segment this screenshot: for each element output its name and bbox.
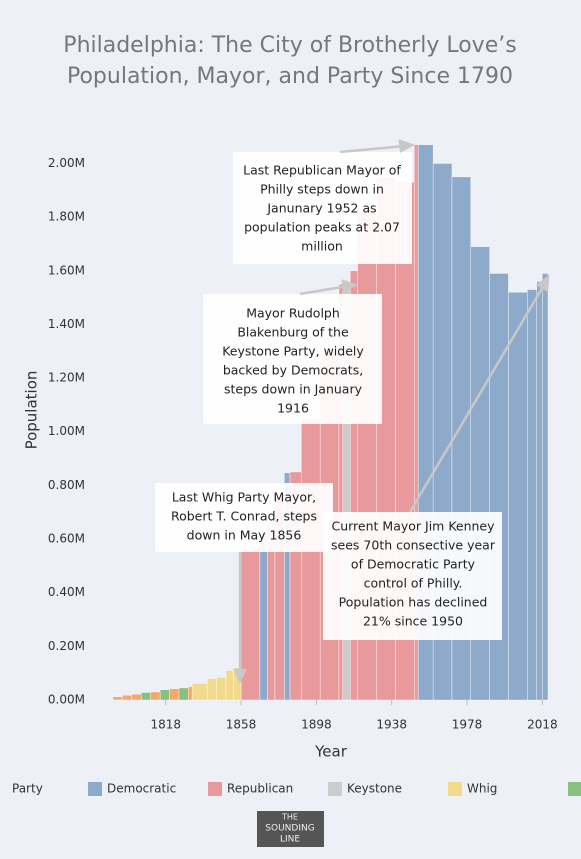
- legend-label: Keystone: [347, 782, 402, 796]
- y-tick-label: 0.80M: [48, 478, 85, 492]
- bar: [178, 687, 189, 701]
- bar: [141, 692, 151, 701]
- annotation-text: of Democratic Party: [351, 557, 476, 572]
- y-tick-label: 2.00M: [48, 156, 85, 170]
- legend-swatch: [88, 782, 102, 796]
- annotation-box: [323, 512, 502, 640]
- x-tick-label: 1938: [376, 718, 407, 732]
- annotation-text: sees 70th consective year: [331, 538, 496, 553]
- bar: [159, 689, 170, 701]
- bar: [240, 548, 261, 701]
- annotation-text: backed by Democrats,: [223, 363, 363, 378]
- annotations: Last Republican Mayor of Philly steps dow…: [155, 139, 550, 685]
- annotation-text: Last Whig Party Mayor,: [172, 490, 316, 505]
- annotation-text: control of Philly.: [364, 576, 463, 591]
- x-axis-title: Year: [314, 743, 348, 761]
- legend-swatch: [448, 782, 462, 796]
- annotation-text: down in May 1856: [187, 528, 302, 543]
- y-tick-label: 0.20M: [48, 639, 85, 653]
- bar: [112, 696, 123, 701]
- annotation-text: Current Mayor Jim Kenney: [331, 519, 495, 534]
- annotation-text: Keystone Party, widely: [222, 344, 364, 359]
- arrows: [233, 139, 550, 685]
- bar: [536, 281, 543, 701]
- bar: [301, 418, 321, 701]
- bar: [150, 691, 161, 701]
- annotation-box: [203, 294, 382, 424]
- annotation-box: [233, 152, 412, 264]
- legend-title: Party: [12, 782, 43, 796]
- legend-label: Whig: [467, 782, 497, 796]
- bar: [542, 273, 549, 701]
- y-tick-label: 0.40M: [48, 585, 85, 599]
- logo-text: LINE: [280, 835, 300, 845]
- annotation-text: steps down in January: [224, 382, 363, 397]
- bar: [233, 667, 242, 701]
- bar: [188, 686, 193, 701]
- x-tick-label: 2018: [527, 718, 558, 732]
- x-tick-label: 1978: [452, 718, 483, 732]
- bar: [122, 694, 133, 701]
- y-tick-label: 1.00M: [48, 424, 85, 438]
- bar: [131, 693, 142, 701]
- annotation-text: 1916: [277, 401, 309, 416]
- y-tick-label: 1.20M: [48, 371, 85, 385]
- annotation-text: Robert T. Conrad, steps: [171, 509, 317, 524]
- legend-swatch: [568, 782, 581, 796]
- y-tick-label: 1.40M: [48, 317, 85, 331]
- legend-swatch: [208, 782, 222, 796]
- y-tick-label: 1.80M: [48, 210, 85, 224]
- legend-label: Democratic: [107, 782, 176, 796]
- bar: [414, 144, 419, 701]
- annotation-text: Population has declined: [339, 595, 488, 610]
- annotation-text: Blakenburg of the: [237, 325, 349, 340]
- logo-text: SOUNDING: [265, 824, 314, 834]
- annotation-text: Janunary 1952 as: [266, 201, 376, 216]
- logo-text: THE: [281, 813, 298, 822]
- x-tick-label: 1898: [301, 718, 332, 732]
- y-tick-label: 0.00M: [48, 693, 85, 707]
- annotation-box: [155, 483, 333, 552]
- bar: [191, 683, 208, 701]
- chart-title: Population, Mayor, and Party Since 1790: [67, 64, 513, 89]
- y-tick-label: 0.60M: [48, 532, 85, 546]
- legend-swatch: [328, 782, 342, 796]
- annotation-text: population peaks at 2.07: [244, 220, 400, 235]
- logo: [257, 811, 324, 847]
- bar: [527, 289, 537, 701]
- annotation-text: Philly steps down in: [260, 182, 384, 197]
- bar: [216, 676, 227, 701]
- annotation-text: 21% since 1950: [363, 614, 463, 629]
- bar: [225, 670, 234, 701]
- bar: [206, 678, 217, 701]
- annotation-text: Mayor Rudolph: [246, 306, 340, 321]
- bar: [508, 292, 528, 701]
- x-tick-label: 1858: [226, 718, 257, 732]
- y-tick-label: 1.60M: [48, 263, 85, 277]
- legend-label: Republican: [227, 782, 293, 796]
- y-axis-title: Population: [23, 371, 41, 450]
- bar: [259, 533, 268, 701]
- annotation-text: Last Republican Mayor of: [243, 163, 401, 178]
- annotation-text: million: [301, 239, 343, 254]
- x-tick-label: 1818: [150, 718, 181, 732]
- bar: [169, 688, 180, 701]
- chart-title: Philadelphia: The City of Brotherly Love…: [63, 33, 516, 58]
